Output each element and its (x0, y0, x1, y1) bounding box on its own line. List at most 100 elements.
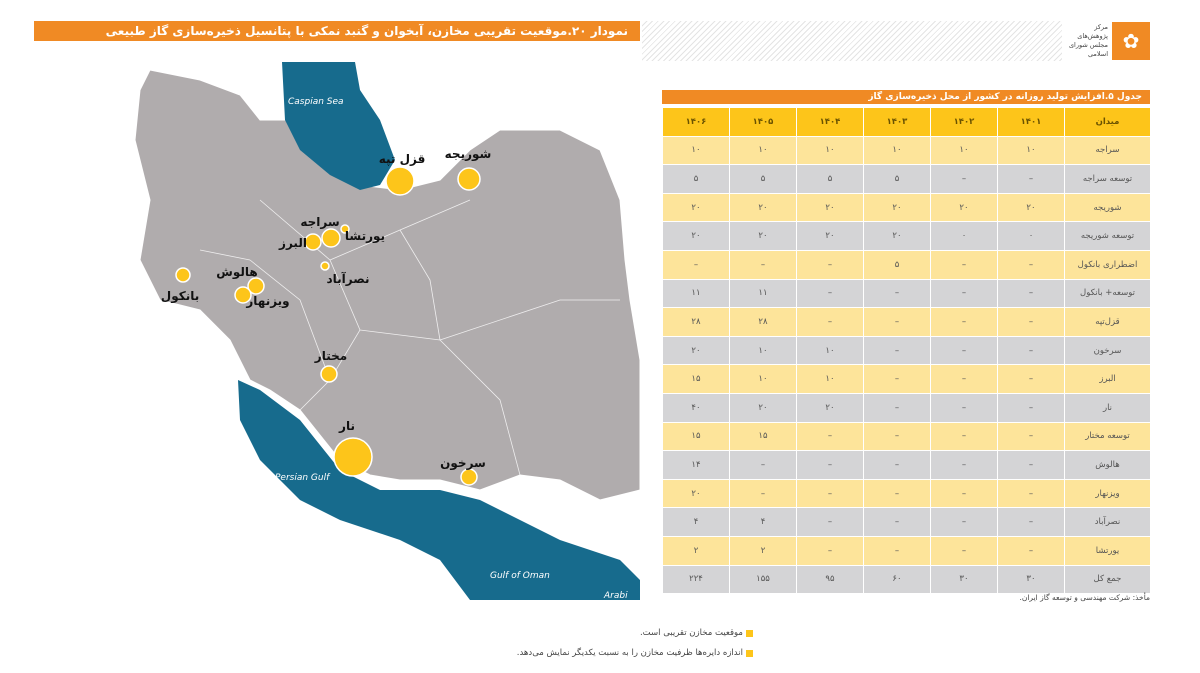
bullet-square-icon (746, 629, 753, 637)
table-cell: ۲۸ (662, 307, 730, 337)
table-cell: ۲۸ (729, 307, 797, 337)
caspian-sea (282, 62, 395, 190)
table-cell: ۱۴ (662, 450, 730, 480)
header-pattern (642, 21, 1062, 61)
table-cell: – (997, 422, 1065, 452)
gulf-of-oman-label: Gulf of Oman (490, 571, 550, 581)
table-cell: ۰ (930, 221, 998, 251)
note-2: اندازه دایره‌ها ظرفیت مخازن را به نسبت ی… (517, 648, 753, 658)
table-cell: ۱۱ (662, 279, 730, 309)
table-cell: ۱۵ (662, 422, 730, 452)
table-cell: ۱۰ (796, 136, 864, 166)
field-name-cell: سرخون (1064, 336, 1150, 366)
site-label: بانکول (161, 289, 199, 304)
persian-gulf-sea (238, 380, 640, 600)
table-cell: – (863, 479, 931, 509)
site-label: نصرآباد (326, 271, 369, 286)
table-row: سرخون – – –۱۰ ۱۰ ۲۰ (662, 336, 1150, 366)
table-cell: ۲۰ (662, 336, 730, 366)
field-name-cell: هالوش (1064, 450, 1150, 480)
table-cell: ۶۰ (863, 565, 931, 595)
table-cell: ۲۰ (930, 193, 998, 223)
table-cell: ۴۰ (662, 393, 730, 423)
table-cell: – (729, 450, 797, 480)
table-cell: – (930, 393, 998, 423)
table-cell: – (863, 364, 931, 394)
field-name-cell: ویزنهار (1064, 479, 1150, 509)
field-name-cell: توسعه+ بانکول (1064, 279, 1150, 309)
arabian-sea-label: Arabi (603, 591, 628, 601)
table-cell: – (930, 479, 998, 509)
site-label: هالوش (216, 265, 257, 280)
field-name-cell: توسعه مختار (1064, 422, 1150, 452)
table-row: قزل‌تپه – – – –۲۸ ۲۸ (662, 307, 1150, 337)
site-marker (457, 167, 481, 191)
table-cell: ۱۰ (729, 336, 797, 366)
table-cell: – (863, 422, 931, 452)
table-cell: – (796, 279, 864, 309)
table-cell: ۵ (729, 164, 797, 194)
site-marker (320, 365, 338, 383)
table-row: البرز – – –۱۰ ۱۰ ۱۵ (662, 364, 1150, 394)
table-row: سراجه ۱۰ ۱۰ ۱۰ ۱۰ ۱۰ ۱۰ (662, 136, 1150, 166)
table-cell: ۱۰ (729, 136, 797, 166)
table-cell: – (796, 450, 864, 480)
table-cell: – (796, 250, 864, 280)
table-cell: ۲۰ (729, 393, 797, 423)
table-cell: – (930, 336, 998, 366)
table-cell: ۲۰ (662, 479, 730, 509)
table-cell: – (997, 279, 1065, 309)
table-row: نصرآباد – – – –۴ ۴ (662, 507, 1150, 537)
table-cell: ۵ (863, 250, 931, 280)
table-cell: – (997, 450, 1065, 480)
table-cell: – (930, 279, 998, 309)
site-marker (321, 228, 341, 248)
site-label: سراجه (300, 215, 339, 229)
table-cell: – (729, 479, 797, 509)
site-marker (234, 286, 252, 304)
table-cell: ۱۰ (796, 336, 864, 366)
field-name-cell: البرز (1064, 364, 1150, 394)
table-row: نار – – –۲۰ ۲۰ ۴۰ (662, 393, 1150, 423)
column-header-year: ۱۴۰۶ (662, 108, 730, 137)
table-cell: ۱۵ (729, 422, 797, 452)
table-row: اضطراری بانکول – –۵– – – (662, 250, 1150, 280)
table-cell: ۲ (729, 536, 797, 566)
column-header-year: ۱۴۰۱ (997, 108, 1065, 137)
site-marker (385, 166, 415, 196)
table-row: یورتشا – – – –۲ ۲ (662, 536, 1150, 566)
table-cell: ۱۰ (729, 364, 797, 394)
table-cell: ۱۰ (796, 364, 864, 394)
site-marker (175, 267, 191, 283)
site-marker (320, 261, 330, 271)
table-cell: ۲۰ (662, 193, 730, 223)
table-cell: – (997, 364, 1065, 394)
storage-table: میدان ۱۴۰۱ ۱۴۰۲ ۱۴۰۳ ۱۴۰۴ ۱۴۰۵ ۱۴۰۶ سراجه ۱۰ ۱۰ ۱۰… (662, 108, 1150, 595)
table-cell: – (863, 336, 931, 366)
table-cell: ۱۰ (930, 136, 998, 166)
site-marker (333, 437, 373, 477)
table-cell: ۲۰ (863, 221, 931, 251)
table-cell: – (997, 536, 1065, 566)
table-cell: – (930, 507, 998, 537)
field-name-cell: جمع کل (1064, 565, 1150, 595)
site-marker (247, 277, 265, 295)
field-name-cell: یورتشا (1064, 536, 1150, 566)
table-cell: ۲۰ (729, 221, 797, 251)
field-name-cell: قزل‌تپه (1064, 307, 1150, 337)
table-cell: – (997, 393, 1065, 423)
table-cell: ۲۰ (796, 393, 864, 423)
table-title: جدول ۵.افزایش تولید روزانه در کشور از مح… (662, 90, 1150, 104)
table-row: توسعه سراجه – –۵ ۵ ۵ ۵ (662, 164, 1150, 194)
site-marker (340, 224, 350, 234)
column-header-year: ۱۴۰۳ (863, 108, 931, 137)
iran-map: Caspian Sea Persian Gulf Gulf of Oman Ar… (135, 62, 640, 601)
table-cell: – (930, 536, 998, 566)
field-name-cell: اضطراری بانکول (1064, 250, 1150, 280)
table-cell: – (796, 422, 864, 452)
table-cell: ۱۰ (863, 136, 931, 166)
field-name-cell: نار (1064, 393, 1150, 423)
note-1: موقعیت مخازن تقریبی است. (640, 628, 753, 638)
table-cell: – (930, 307, 998, 337)
site-label: شوریجه (445, 147, 492, 162)
